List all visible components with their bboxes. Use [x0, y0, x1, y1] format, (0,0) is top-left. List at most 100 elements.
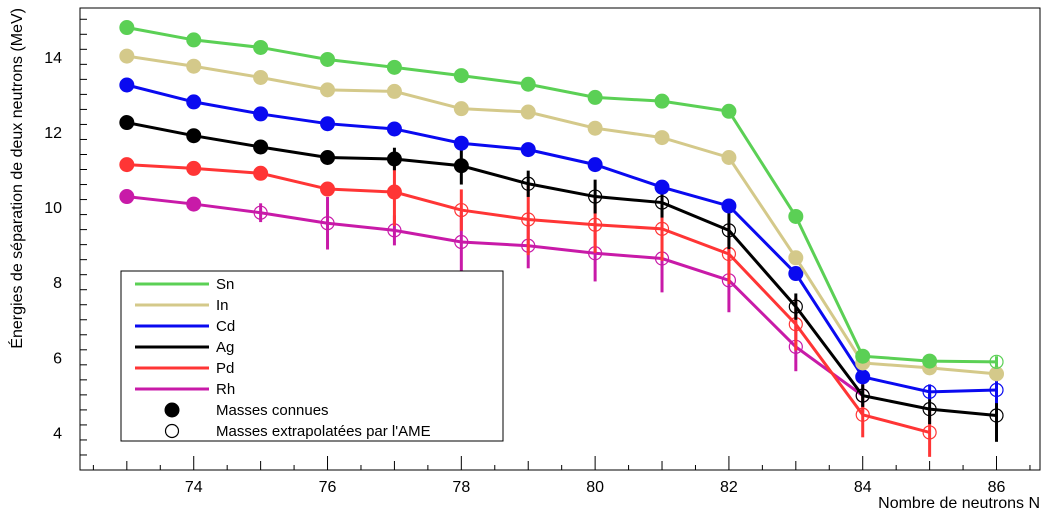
- data-point-known: [788, 208, 804, 224]
- data-point-known: [721, 198, 737, 214]
- x-axis-label: Nombre de neutrons N: [878, 495, 1040, 512]
- series-sn: [119, 20, 1004, 369]
- legend-label: Masses extrapolatées par l'AME: [216, 423, 431, 440]
- data-point-known: [253, 165, 269, 181]
- data-point-known: [922, 353, 938, 369]
- legend: Sn In Cd Ag Pd Rh Masses connues Masses extrapo…: [120, 270, 504, 442]
- data-point-known: [320, 116, 336, 132]
- data-point-known: [186, 32, 202, 48]
- data-point-known: [186, 128, 202, 144]
- data-point-extrapolated: [654, 195, 670, 210]
- data-point-known: [186, 58, 202, 74]
- data-point-known: [119, 48, 135, 64]
- data-point-known: [520, 142, 536, 158]
- legend-label: Masses connues: [216, 402, 329, 419]
- data-point-known: [654, 93, 670, 109]
- series-rh: [119, 189, 870, 413]
- series-line: [126, 54, 997, 376]
- x-tick-label: 76: [319, 479, 337, 496]
- legend-marker-filled: [164, 402, 180, 418]
- data-point-extrapolated: [588, 217, 603, 232]
- data-point-known: [520, 76, 536, 92]
- legend-label: Cd: [216, 318, 235, 335]
- data-point-extrapolated: [588, 189, 603, 204]
- x-tick-label: 86: [988, 479, 1006, 496]
- y-tick-label: 12: [44, 125, 62, 142]
- data-point-extrapolated: [989, 354, 1004, 369]
- series-line: [126, 83, 997, 394]
- data-point-known: [119, 157, 135, 173]
- data-point-extrapolated: [922, 425, 937, 440]
- x-tick-label: 82: [720, 479, 738, 496]
- data-point-known: [119, 77, 135, 93]
- x-tick-label: 78: [452, 479, 470, 496]
- data-point-extrapolated: [855, 388, 870, 403]
- y-tick-label: 8: [53, 275, 62, 292]
- data-point-known: [320, 181, 336, 197]
- data-point-known: [721, 103, 737, 119]
- data-point-known: [587, 157, 603, 173]
- legend-box: [120, 270, 504, 442]
- data-point-extrapolated: [922, 402, 937, 417]
- data-point-known: [186, 196, 202, 212]
- data-point-known: [119, 115, 135, 131]
- data-point-extrapolated: [253, 205, 268, 220]
- x-tick-label: 80: [586, 479, 604, 496]
- data-point-known: [386, 184, 402, 200]
- legend-marker-open: [164, 423, 180, 439]
- data-point-known: [855, 369, 871, 385]
- axes: 74 76 78 80 82 84 86 4 6 8 10 12 14: [44, 7, 1041, 496]
- data-point-extrapolated: [922, 384, 937, 399]
- data-point-extrapolated: [320, 216, 335, 231]
- data-point-extrapolated: [788, 299, 803, 314]
- data-point-known: [453, 135, 469, 151]
- data-point-known: [788, 266, 804, 282]
- data-point-known: [119, 189, 135, 205]
- data-point-known: [989, 366, 1005, 382]
- series-pd: [119, 157, 937, 457]
- data-point-extrapolated: [721, 223, 737, 238]
- data-point-known: [453, 68, 469, 84]
- plot-frame: [79, 7, 1041, 471]
- data-point-known: [386, 83, 402, 99]
- data-point-extrapolated: [654, 221, 670, 236]
- legend-label: Ag: [216, 339, 234, 356]
- data-point-known: [253, 139, 269, 155]
- series-line: [126, 121, 997, 418]
- data-point-extrapolated: [521, 212, 536, 227]
- data-point-known: [587, 89, 603, 105]
- legend-label: Sn: [216, 276, 234, 293]
- data-point-known: [520, 104, 536, 120]
- x-tick-label: 74: [185, 479, 203, 496]
- data-point-known: [186, 160, 202, 176]
- legend-label: Rh: [216, 381, 235, 398]
- data-point-known: [587, 120, 603, 136]
- y-tick-label: 4: [53, 425, 62, 442]
- y-axis-label: Énergies de séparation de deux neutrons …: [7, 8, 26, 349]
- series-cd: [119, 77, 1004, 404]
- data-point-extrapolated: [454, 202, 469, 218]
- data-point-known: [721, 149, 737, 165]
- data-point-extrapolated: [989, 382, 1004, 398]
- data-point-known: [453, 158, 469, 174]
- data-point-extrapolated: [454, 234, 469, 250]
- data-point-known: [386, 151, 402, 167]
- data-point-known: [320, 51, 336, 67]
- data-point-known: [119, 20, 135, 36]
- data-point-known: [788, 250, 804, 266]
- data-point-known: [654, 179, 670, 195]
- series-ag: [119, 115, 1004, 442]
- data-point-known: [654, 130, 670, 146]
- data-point-known: [253, 106, 269, 122]
- legend-label: Pd: [216, 360, 234, 377]
- data-point-known: [386, 121, 402, 137]
- y-tick-label: 14: [44, 50, 62, 67]
- legend-label: In: [216, 297, 229, 314]
- data-point-known: [386, 59, 402, 75]
- data-point-extrapolated: [855, 407, 870, 422]
- data-point-known: [320, 82, 336, 98]
- x-tick-label: 84: [854, 479, 872, 496]
- data-point-known: [253, 39, 269, 55]
- y-tick-label: 6: [53, 350, 62, 367]
